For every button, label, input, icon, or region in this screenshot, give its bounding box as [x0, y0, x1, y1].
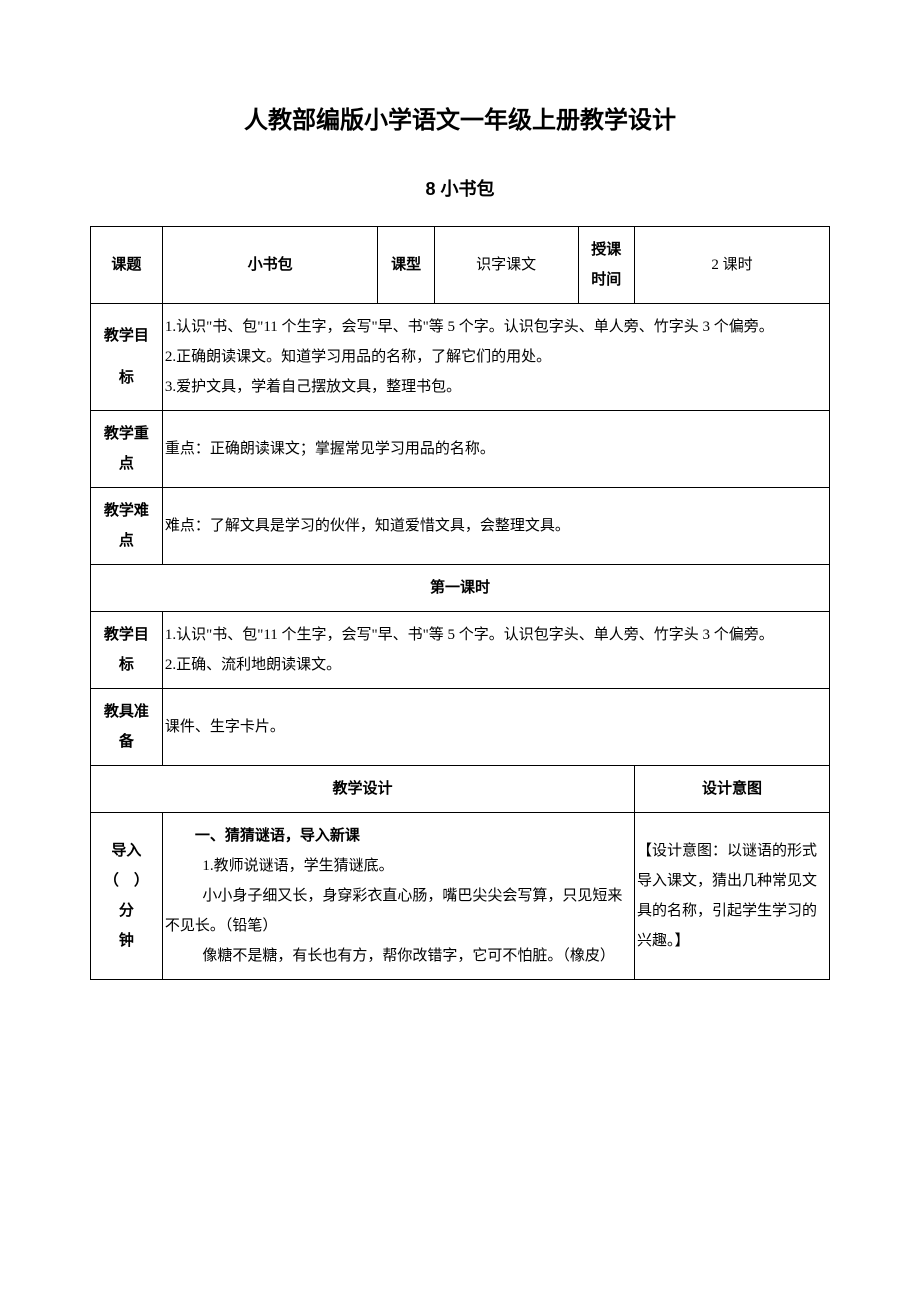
intro-row: 导入 （ ）分 钟 一、猜猜谜语，导入新课 1.教师说谜语，学生猜谜底。 小小身…	[91, 813, 830, 980]
goals2-row: 教学目标 1.认识"书、包"11 个生字，会写"早、书"等 5 个字。认识包字头…	[91, 612, 830, 689]
period-label: 第一课时	[91, 565, 830, 612]
prep-content: 课件、生字卡片。	[162, 689, 829, 766]
label-prep-text: 教具准备	[97, 697, 156, 757]
label-focus: 教学重点	[91, 411, 163, 488]
label-goals: 教学目标	[91, 304, 163, 411]
value-type: 识字课文	[434, 227, 578, 304]
design-header-row: 教学设计 设计意图	[91, 766, 830, 813]
label-goals2-text: 教学目标	[97, 620, 156, 680]
design-right: 设计意图	[634, 766, 829, 813]
intro-intent-text: 【设计意图：以谜语的形式导入课文，猜出几种常见文具的名称，引起学生学习的兴趣。】	[637, 836, 823, 956]
label-intro-l3: 钟	[97, 926, 156, 956]
label-goals2: 教学目标	[91, 612, 163, 689]
label-focus-text: 教学重点	[97, 419, 156, 479]
goals2-p1: 1.认识"书、包"11 个生字，会写"早、书"等 5 个字。认识包字头、单人旁、…	[165, 620, 823, 650]
prep-text: 课件、生字卡片。	[165, 712, 823, 742]
sub-title: 8 小书包	[90, 175, 830, 201]
focus-row: 教学重点 重点：正确朗读课文；掌握常见学习用品的名称。	[91, 411, 830, 488]
label-prep: 教具准备	[91, 689, 163, 766]
page: 人教部编版小学语文一年级上册教学设计 8 小书包 课题 小书包 课型 识字课文 …	[0, 0, 920, 1040]
label-diff: 教学难点	[91, 488, 163, 565]
intro-p3: 像糖不是糖，有长也有方，帮你改错字，它可不怕脏。（橡皮）	[165, 941, 628, 971]
label-intro: 导入 （ ）分 钟	[91, 813, 163, 980]
design-left: 教学设计	[91, 766, 635, 813]
label-goals-text: 教学目标	[97, 315, 156, 399]
label-type: 课型	[378, 227, 434, 304]
period-row: 第一课时	[91, 565, 830, 612]
label-intro-l2: （ ）分	[97, 866, 156, 926]
goals-p2: 2.正确朗读课文。知道学习用品的名称，了解它们的用处。	[165, 342, 823, 372]
diff-text: 难点：了解文具是学习的伙伴，知道爱惜文具，会整理文具。	[165, 511, 823, 541]
intro-heading: 一、猜猜谜语，导入新课	[165, 821, 628, 851]
focus-content: 重点：正确朗读课文；掌握常见学习用品的名称。	[162, 411, 829, 488]
lesson-plan-table: 课题 小书包 课型 识字课文 授课时间 2 课时 教学目标 1.认识"书、包"1…	[90, 226, 830, 980]
intro-content: 一、猜猜谜语，导入新课 1.教师说谜语，学生猜谜底。 小小身子细又长，身穿彩衣直…	[162, 813, 634, 980]
label-diff-text: 教学难点	[97, 496, 156, 556]
info-row: 课题 小书包 课型 识字课文 授课时间 2 课时	[91, 227, 830, 304]
value-time: 2 课时	[634, 227, 829, 304]
intro-p1: 1.教师说谜语，学生猜谜底。	[165, 851, 628, 881]
diff-content: 难点：了解文具是学习的伙伴，知道爱惜文具，会整理文具。	[162, 488, 829, 565]
intro-p2: 小小身子细又长，身穿彩衣直心肠，嘴巴尖尖会写算，只见短来不见长。（铅笔）	[165, 881, 628, 941]
goals-p1: 1.认识"书、包"11 个生字，会写"早、书"等 5 个字。认识包字头、单人旁、…	[165, 312, 823, 342]
goals-p3: 3.爱护文具，学着自己摆放文具，整理书包。	[165, 372, 823, 402]
label-time: 授课时间	[578, 227, 634, 304]
prep-row: 教具准备 课件、生字卡片。	[91, 689, 830, 766]
goals-content: 1.认识"书、包"11 个生字，会写"早、书"等 5 个字。认识包字头、单人旁、…	[162, 304, 829, 411]
label-intro-l1: 导入	[97, 836, 156, 866]
label-topic: 课题	[91, 227, 163, 304]
value-topic: 小书包	[162, 227, 378, 304]
focus-text: 重点：正确朗读课文；掌握常见学习用品的名称。	[165, 434, 823, 464]
goals2-p2: 2.正确、流利地朗读课文。	[165, 650, 823, 680]
intro-intent: 【设计意图：以谜语的形式导入课文，猜出几种常见文具的名称，引起学生学习的兴趣。】	[634, 813, 829, 980]
goals2-content: 1.认识"书、包"11 个生字，会写"早、书"等 5 个字。认识包字头、单人旁、…	[162, 612, 829, 689]
diff-row: 教学难点 难点：了解文具是学习的伙伴，知道爱惜文具，会整理文具。	[91, 488, 830, 565]
goals-row: 教学目标 1.认识"书、包"11 个生字，会写"早、书"等 5 个字。认识包字头…	[91, 304, 830, 411]
main-title: 人教部编版小学语文一年级上册教学设计	[90, 100, 830, 135]
